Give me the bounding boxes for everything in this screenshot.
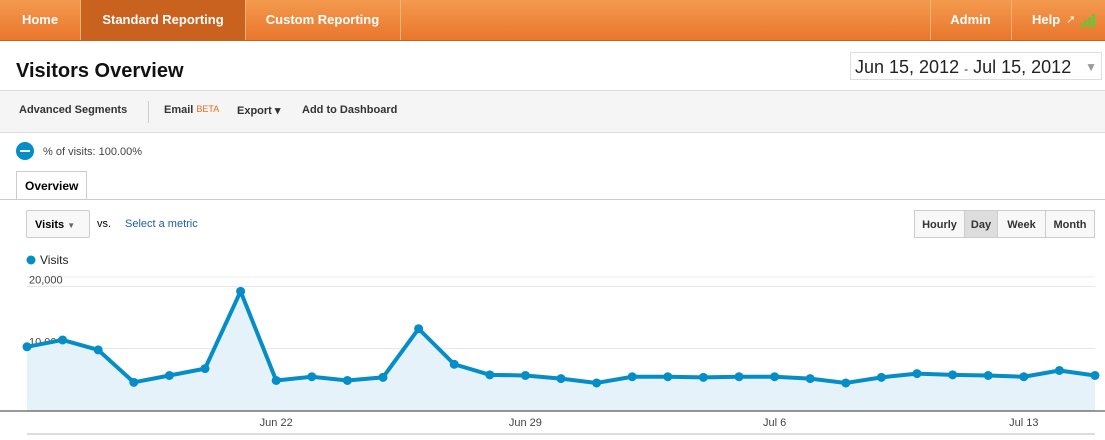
metric-label: Visits <box>35 219 65 231</box>
date-end: Jul 15, 2012 <box>973 57 1072 77</box>
point <box>983 370 993 380</box>
toolbar: Advanced Segments Email BETA Export ▾ Ad… <box>0 90 1105 133</box>
point <box>1090 370 1100 380</box>
area <box>27 291 1095 411</box>
nav-item[interactable]: Admin <box>930 0 1010 40</box>
segment-label: % of visits: 100.00% <box>43 146 143 158</box>
email[interactable]: Email BETA <box>164 104 219 116</box>
point <box>556 374 566 384</box>
select-metric[interactable]: Select a metric <box>125 218 198 230</box>
point <box>449 359 459 369</box>
point <box>342 375 352 385</box>
legend-label: Visits <box>40 253 68 267</box>
beta-badge: BETA <box>196 104 220 114</box>
point <box>1019 372 1029 382</box>
tab[interactable]: Overview <box>16 171 88 200</box>
vs-label: vs. <box>97 218 112 230</box>
legend-swatch <box>26 255 36 265</box>
x-tick-label: Jun 29 <box>509 417 542 429</box>
nav-item[interactable]: Standard Reporting <box>81 0 246 40</box>
granularity-button[interactable]: Day <box>964 210 998 238</box>
point <box>307 372 317 382</box>
nav-item[interactable]: Home <box>0 0 81 40</box>
point <box>520 370 530 380</box>
help-icons: ↗ <box>1066 13 1096 27</box>
granularity-button[interactable]: Week <box>997 210 1046 238</box>
point <box>805 374 815 384</box>
point <box>592 378 602 388</box>
granularity-button[interactable]: Hourly <box>914 210 965 238</box>
nav-item[interactable]: Custom Reporting <box>245 0 401 40</box>
point <box>414 324 424 334</box>
nav-item[interactable]: Help <box>1011 0 1105 40</box>
date-range[interactable]: Jun 15, 2012 - Jul 15, 2012 ▼ <box>850 52 1102 80</box>
date-sep: - <box>964 62 969 76</box>
point <box>271 375 281 385</box>
point <box>770 372 780 382</box>
x-tick-label: Jul 6 <box>763 417 786 429</box>
x-tick-label: Jun 22 <box>260 417 293 429</box>
page-title: Visitors Overview <box>16 60 184 82</box>
point <box>93 345 103 355</box>
point <box>485 370 495 380</box>
point <box>22 342 32 352</box>
point <box>912 369 922 379</box>
point <box>698 372 708 382</box>
point <box>627 372 637 382</box>
nav-bar: Home Standard Reporting Custom Reporting Ad… <box>0 0 1105 41</box>
point <box>58 335 68 345</box>
granularity-button[interactable]: Month <box>1045 210 1095 238</box>
tab-line <box>0 199 1105 200</box>
point <box>200 364 210 374</box>
point <box>236 286 246 296</box>
export[interactable]: Export ▾ <box>237 105 281 117</box>
point <box>841 378 851 388</box>
y-tick-label: 20,000 <box>29 274 63 286</box>
point <box>164 370 174 380</box>
email-label: Email <box>164 104 194 116</box>
point <box>663 372 673 382</box>
point <box>1054 365 1064 375</box>
advanced-segments[interactable]: Advanced Segments <box>19 104 128 116</box>
point <box>378 372 388 382</box>
point <box>876 372 886 382</box>
point <box>734 372 744 382</box>
add-to-dashboard[interactable]: Add to Dashboard <box>302 104 398 116</box>
point <box>948 370 958 380</box>
metric-select[interactable]: Visits ▼ <box>26 210 90 238</box>
line <box>26 289 1096 385</box>
date-start: Jun 15, 2012 <box>855 57 960 77</box>
segment-icon <box>16 142 34 160</box>
export-label: Export <box>237 105 272 117</box>
x-tick-label: Jul 13 <box>1009 417 1038 429</box>
point <box>129 377 139 387</box>
